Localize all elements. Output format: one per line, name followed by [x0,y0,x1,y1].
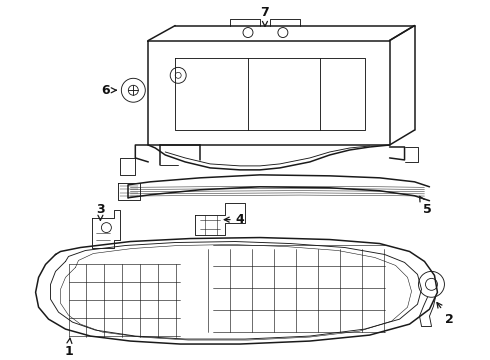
Text: 6: 6 [101,84,116,97]
Text: 4: 4 [224,213,245,226]
Text: 7: 7 [261,6,270,26]
Text: 2: 2 [437,303,454,326]
Text: 1: 1 [64,338,73,357]
Text: 5: 5 [419,196,432,216]
Text: 3: 3 [96,203,105,220]
